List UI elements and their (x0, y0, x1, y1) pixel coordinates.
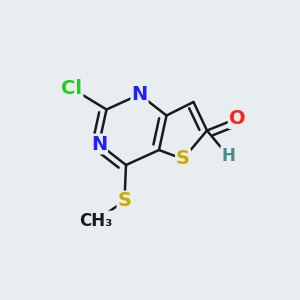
Text: Cl: Cl (61, 79, 82, 98)
Text: H: H (221, 147, 235, 165)
Text: S: S (118, 191, 131, 211)
Text: O: O (229, 109, 245, 128)
Text: S: S (176, 149, 190, 169)
Text: CH₃: CH₃ (79, 212, 113, 230)
Text: N: N (91, 134, 107, 154)
Text: N: N (131, 85, 148, 104)
